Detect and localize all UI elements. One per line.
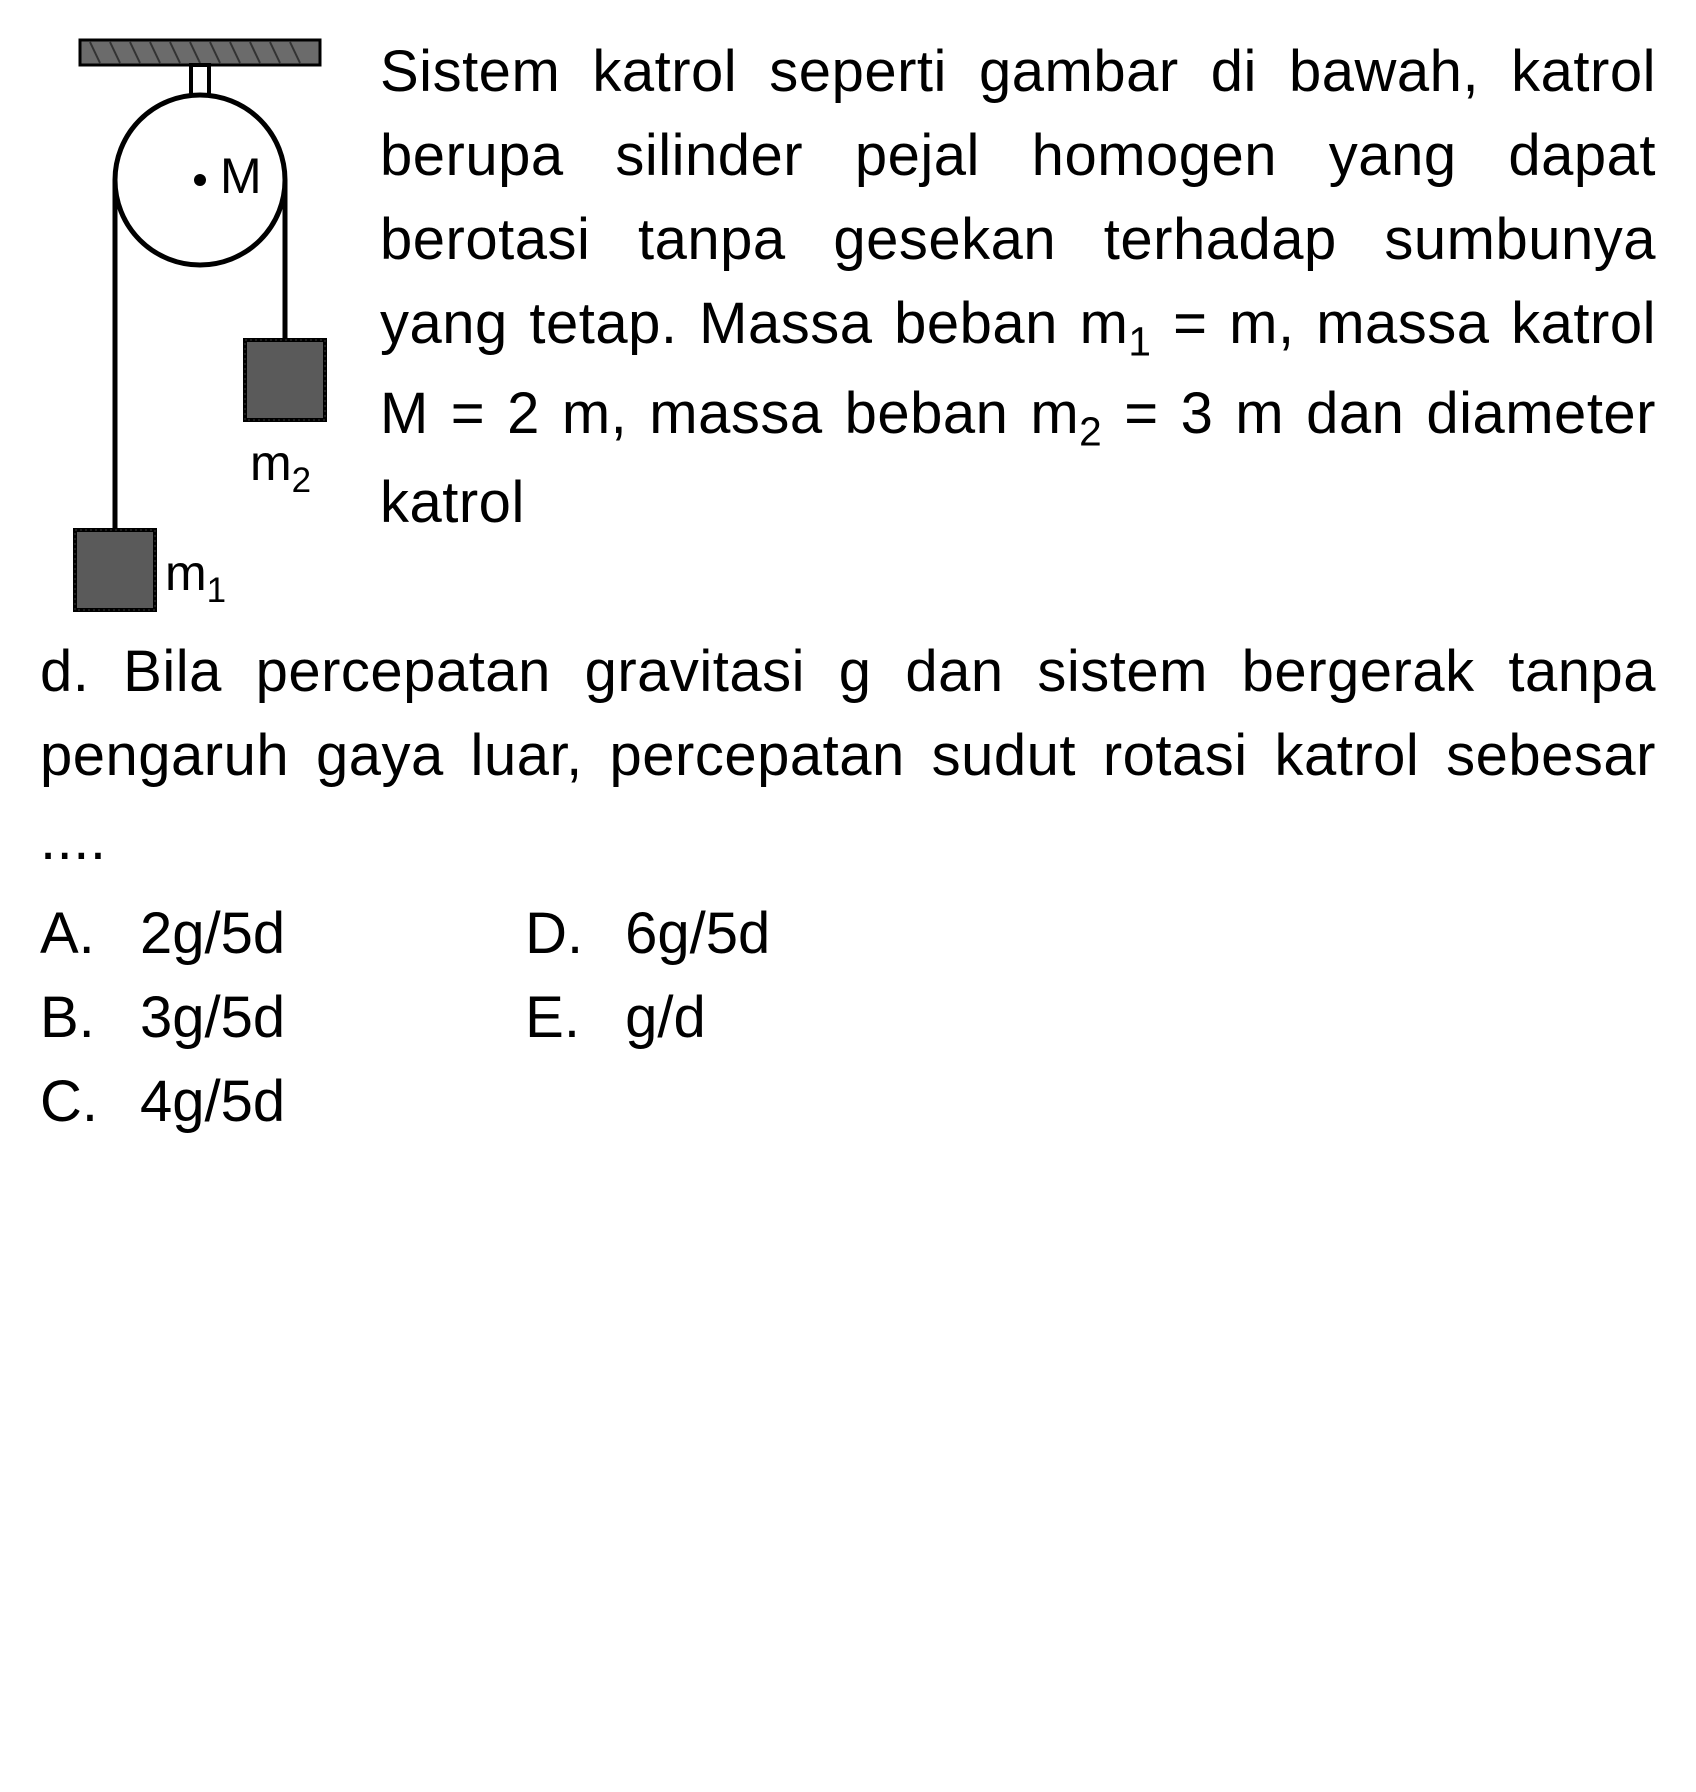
m1-subscript: 1	[1128, 319, 1151, 365]
m2-subscript: 2	[1079, 408, 1102, 454]
option-d-value: 6g/5d	[625, 892, 770, 976]
option-c: C. 4g/5d	[40, 1060, 285, 1144]
mass-2-label: m2	[250, 435, 311, 500]
bottom-section: d. Bila percepatan gravitasi g dan siste…	[40, 630, 1656, 1145]
pulley-svg: M m2 m1	[40, 30, 360, 630]
problem-text: Sistem katrol seperti gam­bar di bawah, …	[380, 30, 1656, 545]
option-a-value: 2g/5d	[140, 892, 285, 976]
option-a-letter: A.	[40, 892, 140, 976]
option-e: E. g/d	[525, 976, 770, 1060]
mass-2-box	[245, 340, 325, 420]
option-c-value: 4g/5d	[140, 1060, 285, 1144]
option-d-letter: D.	[525, 892, 625, 976]
mass-1-box	[75, 530, 155, 610]
options-left-column: A. 2g/5d B. 3g/5d C. 4g/5d	[40, 892, 285, 1144]
option-e-letter: E.	[525, 976, 625, 1060]
options-right-column: D. 6g/5d E. g/d	[525, 892, 770, 1144]
problem-container: M m2 m1	[40, 30, 1656, 1145]
option-b-value: 3g/5d	[140, 976, 285, 1060]
continuation-text: d. Bila percepatan gravitasi g dan siste…	[40, 630, 1656, 882]
top-section: M m2 m1	[40, 30, 1656, 630]
pulley-label: M	[220, 148, 262, 204]
option-b-letter: B.	[40, 976, 140, 1060]
option-c-letter: C.	[40, 1060, 140, 1144]
option-d: D. 6g/5d	[525, 892, 770, 976]
option-a: A. 2g/5d	[40, 892, 285, 976]
pulley-axle	[194, 174, 206, 186]
option-e-value: g/d	[625, 976, 706, 1060]
pulley-diagram: M m2 m1	[40, 30, 360, 630]
option-b: B. 3g/5d	[40, 976, 285, 1060]
problem-text-area: Sistem katrol seperti gam­bar di bawah, …	[380, 30, 1656, 630]
answer-options: A. 2g/5d B. 3g/5d C. 4g/5d D. 6g/5d	[40, 892, 1656, 1144]
mass-1-label: m1	[165, 545, 226, 610]
